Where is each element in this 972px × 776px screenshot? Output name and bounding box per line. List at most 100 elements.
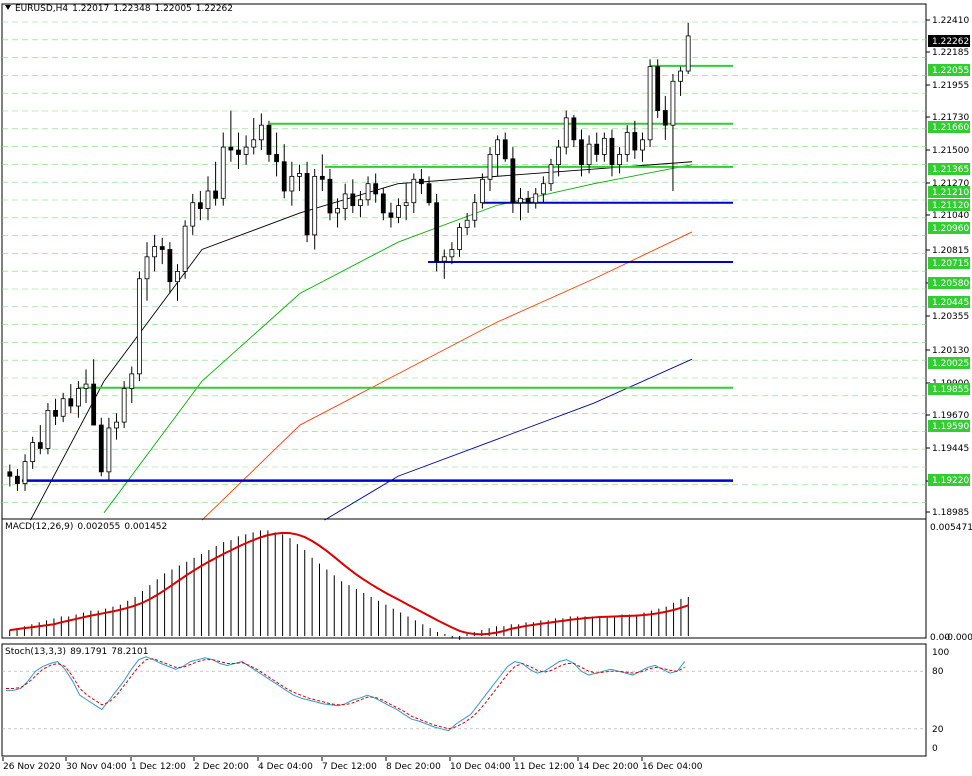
candle-body bbox=[98, 424, 104, 473]
candle-body bbox=[7, 471, 13, 477]
candle-body bbox=[479, 178, 485, 204]
level-tag-bg bbox=[928, 420, 970, 432]
candle-body bbox=[30, 442, 36, 463]
candle-body bbox=[396, 205, 401, 218]
candle-body bbox=[670, 80, 676, 126]
stoch-d: 78.2101 bbox=[111, 647, 149, 657]
candle-body bbox=[106, 427, 112, 473]
candle-body bbox=[533, 193, 539, 204]
candle-body bbox=[213, 190, 219, 199]
candle-body bbox=[68, 398, 74, 407]
candle-body bbox=[449, 249, 455, 258]
time-tick-label: 16 Dec 04:00 bbox=[642, 762, 703, 772]
candle-body bbox=[335, 208, 340, 214]
time-tick-label: 4 Dec 04:00 bbox=[258, 762, 313, 772]
price-tick-label: 1.19670 bbox=[932, 411, 969, 421]
time-tick-label: 26 Nov 2020 bbox=[3, 762, 61, 772]
candle-body bbox=[632, 132, 638, 151]
candle-body bbox=[37, 442, 43, 449]
close-value: 1.22262 bbox=[195, 4, 233, 14]
candle-body bbox=[205, 190, 211, 209]
stoch-header: Stoch(13,3,3) 89.1791 78.2101 bbox=[5, 647, 153, 657]
stoch-d-line bbox=[6, 658, 685, 730]
level-tag-bg bbox=[928, 186, 970, 198]
price-tick-label: 1.20130 bbox=[932, 346, 969, 356]
time-tick-label: 10 Dec 04:00 bbox=[450, 762, 511, 772]
stoch-label: Stoch(13,3,3) bbox=[5, 647, 67, 657]
macd-main: 0.002055 bbox=[77, 522, 121, 532]
level-tag-bg bbox=[928, 222, 970, 234]
candle-body bbox=[190, 202, 196, 227]
candle-body bbox=[220, 146, 226, 199]
candle-body bbox=[487, 154, 493, 180]
moving-average-line bbox=[30, 161, 693, 521]
candle-body bbox=[655, 66, 661, 111]
macd-signal-line bbox=[9, 531, 689, 636]
candle-body bbox=[304, 173, 310, 236]
level-tag-label: 1.22055 bbox=[932, 66, 969, 76]
candle-body bbox=[197, 202, 203, 209]
price-tick-label: 1.22185 bbox=[932, 48, 969, 58]
symbol-header: EURUSD,H4 1.22017 1.22348 1.22005 1.22262 bbox=[5, 4, 237, 14]
time-tick-label: 1 Dec 12:00 bbox=[131, 762, 186, 772]
low-value: 1.22005 bbox=[154, 4, 192, 14]
macd-pane[interactable] bbox=[1, 518, 927, 640]
candle-body bbox=[624, 132, 630, 155]
axes: 1.22410 1.22185 1.21955 1.21730 1.21500 1.212… bbox=[2, 16, 972, 772]
price-tick-label: 1.21270 bbox=[932, 179, 969, 189]
candle-body bbox=[647, 66, 653, 141]
candle-body bbox=[426, 183, 432, 204]
candle-body bbox=[457, 227, 462, 250]
candle-body bbox=[411, 178, 417, 204]
dropdown-triangle-icon[interactable] bbox=[5, 5, 11, 10]
stoch-scale-label: 80 bbox=[932, 667, 944, 677]
price-tick-label: 1.21955 bbox=[932, 81, 969, 91]
stoch-scale-label: 20 bbox=[932, 725, 944, 735]
price-tick-label: 1.20355 bbox=[932, 312, 969, 322]
stoch-scale-label: 0 bbox=[932, 744, 938, 754]
candle-body bbox=[548, 164, 554, 185]
stoch-scale-label: 100 bbox=[932, 648, 949, 658]
candle-body bbox=[571, 117, 577, 141]
candle-body bbox=[342, 193, 348, 209]
price-pane[interactable] bbox=[1, 3, 927, 521]
level-tag-bg bbox=[928, 383, 970, 395]
candle-body bbox=[640, 139, 645, 151]
level-tag-bg bbox=[928, 257, 970, 269]
candle-body bbox=[495, 139, 501, 155]
time-tick-label: 14 Dec 20:00 bbox=[578, 762, 639, 772]
candle-body bbox=[441, 256, 447, 262]
candle-body bbox=[350, 193, 356, 207]
candle-body bbox=[319, 175, 325, 180]
moving-average-line bbox=[103, 164, 693, 514]
price-tick-label: 1.19445 bbox=[932, 444, 969, 454]
stoch-pane[interactable] bbox=[1, 643, 927, 757]
macd-signal: 0.001452 bbox=[124, 522, 168, 532]
candle-body bbox=[114, 421, 119, 429]
moving-average-line bbox=[201, 231, 693, 521]
current-price-bg bbox=[928, 35, 970, 47]
candle-body bbox=[297, 173, 302, 177]
open-value: 1.22017 bbox=[72, 4, 110, 14]
candle-body bbox=[251, 139, 257, 148]
candle-body bbox=[678, 70, 683, 82]
level-tag-bg bbox=[928, 199, 970, 211]
candle-body bbox=[144, 256, 150, 280]
candle-body bbox=[617, 154, 622, 166]
candle-body bbox=[358, 199, 363, 207]
high-value: 1.22348 bbox=[113, 4, 151, 14]
macd-header: MACD(12,26,9) 0.002055 0.001452 bbox=[5, 522, 171, 532]
level-tag-label: 1.20715 bbox=[932, 259, 969, 269]
stoch-k: 89.1791 bbox=[70, 647, 108, 657]
level-tag-label: 1.19855 bbox=[932, 385, 969, 395]
candle-body bbox=[685, 35, 691, 72]
stoch-k-line bbox=[6, 656, 686, 732]
candle-body bbox=[76, 388, 81, 407]
price-tick-label: 1.18985 bbox=[932, 508, 969, 518]
time-tick-label: 8 Dec 20:00 bbox=[386, 762, 441, 772]
candle-body bbox=[579, 139, 584, 166]
level-tag-label: 1.21660 bbox=[932, 123, 969, 133]
candle-body bbox=[464, 219, 470, 228]
time-tick-label: 2 Dec 20:00 bbox=[194, 762, 249, 772]
